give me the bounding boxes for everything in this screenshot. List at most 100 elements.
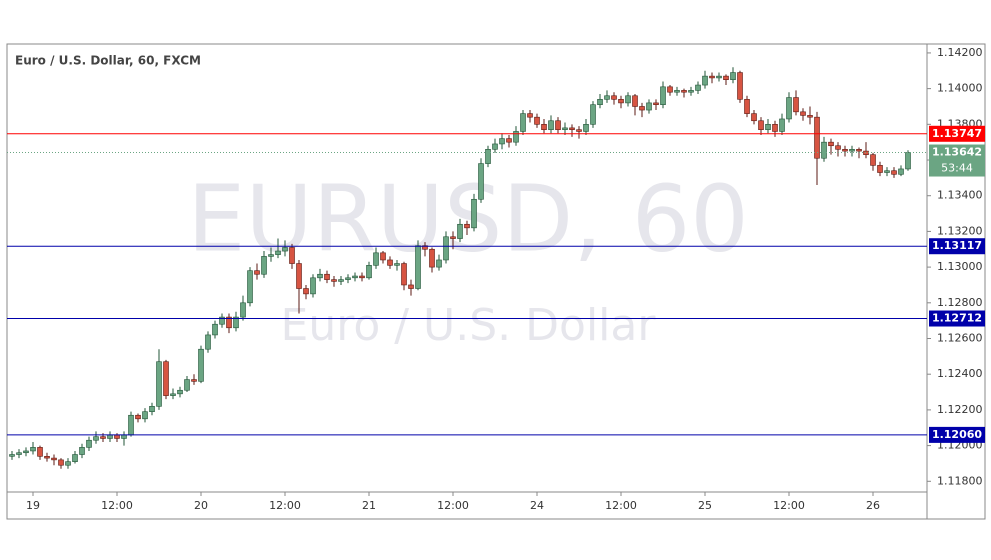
x-tick-label: 12:00 [269, 499, 301, 512]
x-tick-label: 12:00 [773, 499, 805, 512]
y-tick-label: 1.13200 [937, 224, 983, 237]
candle-body [79, 447, 85, 455]
x-tick-label: 20 [194, 499, 208, 512]
candle-body [366, 265, 372, 279]
candle-body [730, 72, 736, 80]
candle-body [359, 275, 365, 279]
candle-body [534, 116, 540, 125]
x-tick-label: 12:00 [605, 499, 637, 512]
candle-body [891, 170, 897, 175]
candle-body [590, 104, 596, 125]
candle-body [849, 149, 855, 152]
candle-body [86, 439, 92, 448]
candle-body [485, 149, 491, 164]
candle-body [541, 124, 547, 130]
candle-body [576, 129, 582, 132]
x-tick-label: 24 [530, 499, 544, 512]
candle-body [177, 389, 183, 395]
candle-body [226, 316, 232, 329]
level-tag [929, 310, 985, 327]
candle-body [275, 250, 281, 255]
candle-body [611, 95, 617, 100]
level-tag [929, 238, 985, 255]
candle-body [93, 436, 99, 441]
x-tick-label: 25 [698, 499, 712, 512]
candle-body [415, 245, 421, 289]
candle-body [219, 316, 225, 325]
candle-body [751, 113, 757, 122]
candle-body [380, 252, 386, 261]
chart-title: Euro / U.S. Dollar, 60, FXCM [15, 54, 201, 68]
candle-body [443, 236, 449, 261]
candle-body [436, 259, 442, 268]
candle-body [555, 120, 561, 130]
candle-body [44, 456, 50, 459]
candle-body [877, 165, 883, 173]
x-tick-label: 19 [26, 499, 40, 512]
candle-body [149, 406, 155, 412]
candle-body [457, 223, 463, 239]
candle-body [562, 127, 568, 130]
candle-body [870, 154, 876, 166]
candle-body [604, 95, 610, 100]
candle-body [51, 457, 57, 461]
candle-body [800, 111, 806, 116]
candle-body [303, 288, 309, 295]
candle-body [807, 115, 813, 118]
level-label: 1.13117 [932, 239, 982, 252]
candle-body [716, 75, 722, 79]
candle-body [835, 145, 841, 150]
candle-body [632, 95, 638, 107]
candle-body [184, 379, 190, 391]
x-tick-label: 26 [866, 499, 880, 512]
candle-body [373, 252, 379, 266]
candle-body [352, 275, 358, 279]
candle-body [723, 75, 729, 80]
candle-body [72, 454, 78, 462]
candle-body [814, 116, 820, 159]
candle-body [667, 86, 673, 93]
candle-body [401, 263, 407, 286]
candle-body [758, 120, 764, 130]
candle-body [450, 236, 456, 239]
last-price-tag [929, 144, 985, 177]
x-tick-label: 21 [362, 499, 376, 512]
candle-body [492, 143, 498, 150]
candle-body [821, 141, 827, 159]
candle-body [548, 120, 554, 130]
candle-body [583, 124, 589, 132]
candle-body [65, 461, 71, 466]
candle-body [9, 454, 15, 457]
candle-body [856, 149, 862, 152]
y-tick-label: 1.13400 [937, 189, 983, 202]
y-tick-label: 1.14200 [937, 46, 983, 59]
candle-body [478, 163, 484, 200]
candle-body [681, 90, 687, 93]
candle-body [233, 316, 239, 329]
level-label: 1.13747 [932, 127, 982, 140]
candle-body [499, 138, 505, 145]
candle-body [744, 99, 750, 114]
candle-body [625, 95, 631, 104]
level-tag [929, 125, 985, 142]
candle-body [198, 348, 204, 382]
level-label: 1.12712 [932, 312, 982, 325]
candle-body [506, 138, 512, 143]
candle-body [30, 447, 36, 452]
candle-body [737, 72, 743, 100]
candle-body [135, 414, 141, 420]
watermark-symbol: EURUSD, 60 [187, 165, 749, 272]
candle-body [779, 118, 785, 132]
candle-body [324, 273, 330, 280]
candle-body [842, 149, 848, 152]
candle-body [58, 459, 64, 466]
candle-body [422, 245, 428, 250]
candle-body [345, 277, 351, 280]
candle-body [114, 434, 120, 439]
watermark-description: Euro / U.S. Dollar [281, 300, 657, 351]
candle-body [695, 84, 701, 91]
y-tick-label: 1.11800 [937, 474, 983, 487]
candle-body [156, 361, 162, 407]
y-tick-label: 1.12400 [937, 367, 983, 380]
